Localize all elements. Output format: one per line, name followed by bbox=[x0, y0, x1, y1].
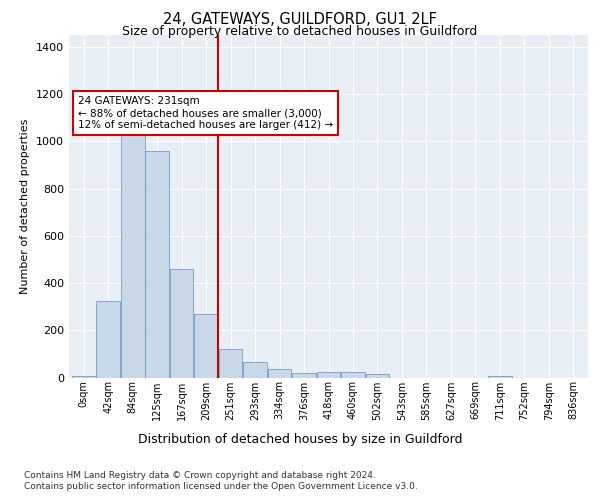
Bar bbox=[170, 269, 193, 378]
Text: Contains public sector information licensed under the Open Government Licence v3: Contains public sector information licen… bbox=[24, 482, 418, 491]
Text: 24 GATEWAYS: 231sqm
← 88% of detached houses are smaller (3,000)
12% of semi-det: 24 GATEWAYS: 231sqm ← 88% of detached ho… bbox=[78, 96, 333, 130]
Bar bbox=[243, 362, 267, 378]
Text: 24, GATEWAYS, GUILDFORD, GU1 2LF: 24, GATEWAYS, GUILDFORD, GU1 2LF bbox=[163, 12, 437, 28]
Text: Size of property relative to detached houses in Guildford: Size of property relative to detached ho… bbox=[122, 25, 478, 38]
Bar bbox=[268, 368, 292, 378]
Bar bbox=[219, 349, 242, 378]
Bar bbox=[194, 314, 218, 378]
Text: Contains HM Land Registry data © Crown copyright and database right 2024.: Contains HM Land Registry data © Crown c… bbox=[24, 471, 376, 480]
Bar bbox=[488, 376, 512, 378]
Bar bbox=[365, 374, 389, 378]
Bar bbox=[96, 300, 120, 378]
Bar bbox=[72, 376, 95, 378]
Bar bbox=[317, 372, 340, 378]
Bar bbox=[145, 150, 169, 378]
Bar bbox=[341, 372, 365, 378]
Text: Distribution of detached houses by size in Guildford: Distribution of detached houses by size … bbox=[138, 432, 462, 446]
Y-axis label: Number of detached properties: Number of detached properties bbox=[20, 118, 31, 294]
Bar bbox=[121, 113, 145, 378]
Bar bbox=[292, 373, 316, 378]
